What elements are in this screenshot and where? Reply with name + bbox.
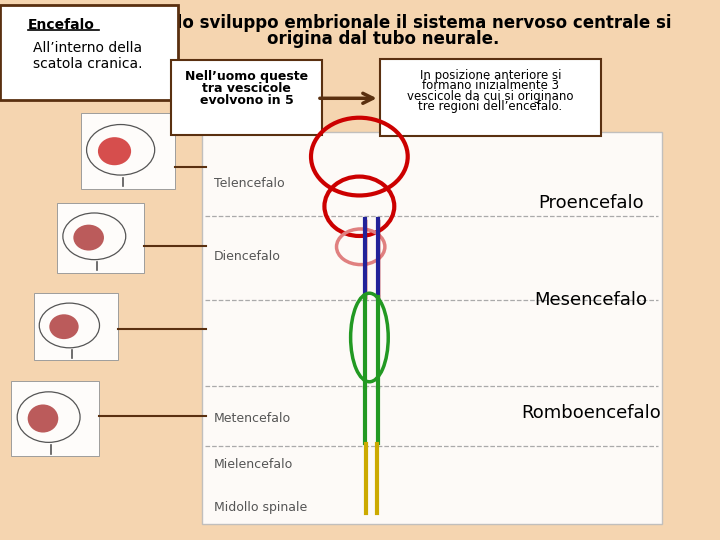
Text: All’interno della: All’interno della (32, 40, 142, 55)
Ellipse shape (49, 314, 78, 339)
Text: tre regioni dell’encefalo.: tre regioni dell’encefalo. (418, 100, 562, 113)
Text: Mesencefalo: Mesencefalo (534, 291, 647, 309)
FancyBboxPatch shape (12, 381, 99, 456)
Text: tra vescicole: tra vescicole (202, 82, 291, 95)
FancyBboxPatch shape (171, 60, 323, 135)
Ellipse shape (27, 404, 58, 433)
Text: origina dal tubo neurale.: origina dal tubo neurale. (266, 30, 499, 48)
FancyBboxPatch shape (379, 59, 601, 136)
Ellipse shape (98, 137, 131, 165)
Ellipse shape (73, 225, 104, 251)
Text: scatola cranica.: scatola cranica. (32, 57, 142, 71)
FancyBboxPatch shape (202, 132, 662, 524)
FancyBboxPatch shape (81, 113, 175, 189)
Text: Metencefalo: Metencefalo (214, 412, 291, 425)
Text: evolvono in 5: evolvono in 5 (199, 94, 293, 107)
Text: Romboencefalo: Romboencefalo (521, 404, 661, 422)
Text: Diencefalo: Diencefalo (214, 250, 281, 263)
Text: Mielencefalo: Mielencefalo (214, 458, 293, 471)
Text: Midollo spinale: Midollo spinale (214, 501, 307, 514)
Text: In posizione anteriore si: In posizione anteriore si (420, 69, 561, 82)
Text: Telencefalo: Telencefalo (214, 177, 284, 190)
Text: formano inizialmente 3: formano inizialmente 3 (422, 79, 559, 92)
Text: Encefalo: Encefalo (28, 18, 95, 32)
Text: Nell’uomo queste: Nell’uomo queste (185, 70, 308, 83)
FancyBboxPatch shape (0, 5, 178, 100)
FancyBboxPatch shape (34, 293, 117, 361)
Text: vescicole da cui si originano: vescicole da cui si originano (407, 90, 574, 103)
Text: Durante lo sviluppo embrionale il sistema nervoso centrale si: Durante lo sviluppo embrionale il sistem… (94, 14, 671, 31)
Text: Proencefalo: Proencefalo (539, 193, 644, 212)
FancyBboxPatch shape (57, 202, 145, 273)
